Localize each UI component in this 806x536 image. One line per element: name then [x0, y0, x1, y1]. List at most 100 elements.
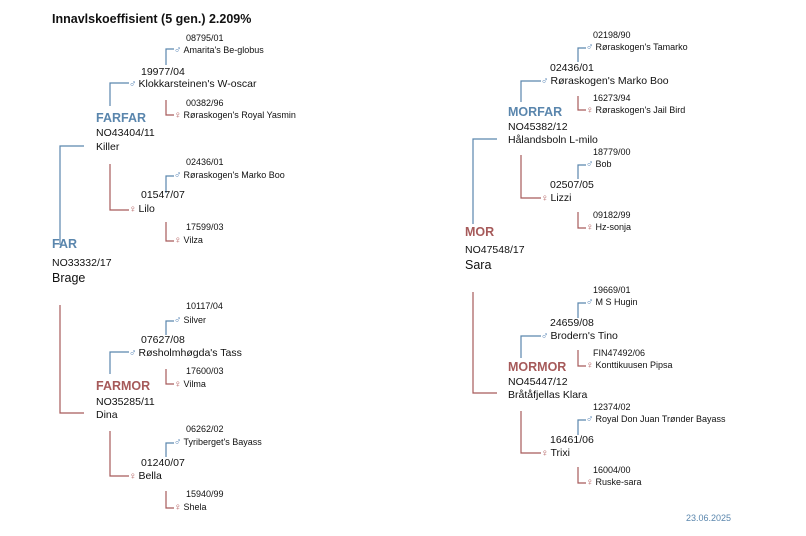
page-title: Innavlskoeffisient (5 gen.) 2.209% [52, 12, 252, 26]
farmor-sire: ♂ Røsholmhøgda's Tass [129, 347, 242, 359]
farmor-dam-sire-reg: 06262/02 [186, 424, 224, 434]
male-symbol-icon: ♂ [586, 159, 594, 170]
farmor-sire-dam: ♀ Vilma [174, 379, 206, 390]
morfar-to-sire-line [520, 80, 541, 102]
male-symbol-icon: ♂ [174, 45, 182, 56]
farfar-sire-reg: 19977/04 [141, 66, 185, 78]
mormor-to-sire-line [520, 335, 541, 358]
farfar-dam-dam: ♀ Vilza [174, 235, 203, 246]
mor-reg-number: NO47548/17 [465, 244, 525, 256]
mormor-reg-number: NO45447/12 [508, 376, 568, 388]
farfar-to-dam-line [109, 164, 129, 211]
far-reg-number: NO33332/17 [52, 257, 112, 269]
farmor-dam-sire: ♂ Tyriberget's Bayass [174, 437, 262, 448]
farmor-name: Dina [96, 409, 118, 421]
mormor-dam-reg: 16461/06 [550, 434, 594, 446]
morfar-name: Hålandsboln L-milo [508, 134, 598, 146]
morfar-dam-sire-reg: 18779/00 [593, 147, 631, 157]
farfar-dam-sire-reg: 02436/01 [186, 157, 224, 167]
farmor-to-sire-line [109, 351, 129, 374]
morfar-sire-dam: ♀ Røraskogen's Jail Bird [586, 105, 686, 116]
morfar-sire: ♂ Røraskogen's Marko Boo [541, 75, 669, 87]
female-symbol-icon: ♀ [174, 379, 182, 390]
mormor-dam: ♀ Trixi [541, 447, 570, 459]
farmor-sire-dam-reg: 17600/03 [186, 366, 224, 376]
morfar-role-label: MORFAR [508, 105, 563, 119]
farmor-sire-sire-reg: 10117/04 [186, 301, 223, 311]
morfar-sire-dam-reg: 16273/94 [593, 93, 631, 103]
mormor-sire-sire: ♂ M S Hugin [586, 297, 638, 308]
morfar-to-dam-line [520, 155, 541, 199]
morfar-dam-reg: 02507/05 [550, 179, 594, 191]
female-symbol-icon: ♀ [586, 477, 594, 488]
mor-role-label: MOR [465, 225, 495, 239]
farmor-dam-dam-reg: 15940/99 [186, 489, 224, 499]
female-symbol-icon: ♀ [174, 235, 182, 246]
farfar-dam-dam-reg: 17599/03 [186, 222, 224, 232]
farfar-reg-number: NO43404/11 [96, 127, 155, 139]
morfar-dam-dam: ♀ Hz-sonja [586, 222, 632, 233]
farmor-role-label: FARMOR [96, 379, 151, 393]
mormor-sire-sire-reg: 19669/01 [593, 285, 631, 295]
morfar-sire-sire-reg: 02198/90 [593, 30, 631, 40]
mormor-dam-dam: ♀ Ruske-sara [586, 477, 642, 488]
male-symbol-icon: ♂ [174, 315, 182, 326]
farfar-to-sire-line [109, 82, 129, 106]
far-role-label: FAR [52, 237, 77, 251]
farfar-sire: ♂ Klokkarsteinen's W-oscar [129, 78, 257, 90]
mormor-name: Bråtåfjellas Klara [508, 389, 588, 401]
farfar-sire-sire-reg: 08795/01 [186, 33, 224, 43]
farfar-name: Killer [96, 141, 120, 153]
female-symbol-icon: ♀ [174, 110, 182, 121]
mormor-sire-reg: 24659/08 [550, 317, 594, 329]
male-symbol-icon: ♂ [586, 297, 594, 308]
farfar-role-label: FARFAR [96, 111, 146, 125]
female-symbol-icon: ♀ [129, 204, 137, 215]
farmor-to-dam-line [109, 431, 129, 477]
farfar-dam: ♀ Lilo [129, 203, 155, 215]
print-date: 23.06.2025 [686, 513, 732, 523]
female-symbol-icon: ♀ [129, 471, 137, 482]
farmor-sire-sire: ♂ Silver [174, 315, 207, 326]
morfar-reg-number: NO45382/12 [508, 121, 568, 133]
male-symbol-icon: ♂ [129, 348, 137, 359]
mormor-dam-sire-reg: 12374/02 [593, 402, 631, 412]
farmor-dam: ♀ Bella [129, 470, 162, 482]
female-symbol-icon: ♀ [586, 222, 594, 233]
male-symbol-icon: ♂ [174, 437, 182, 448]
female-symbol-icon: ♀ [586, 105, 594, 116]
mor-name: Sara [465, 258, 492, 272]
far-to-farmor-line [59, 305, 84, 414]
morfar-dam-sire: ♂ Bob [586, 159, 612, 170]
mor-to-morfar-line [472, 138, 497, 224]
mormor-sire: ♂ Brodern's Tino [541, 330, 618, 342]
male-symbol-icon: ♂ [174, 170, 182, 181]
farmor-dam-reg: 01240/07 [141, 457, 185, 469]
female-symbol-icon: ♀ [586, 360, 594, 371]
mor-to-mormor-line [472, 292, 497, 394]
male-symbol-icon: ♂ [541, 331, 549, 342]
farfar-dam-sire: ♂ Røraskogen's Marko Boo [174, 170, 285, 181]
mormor-dam-sire: ♂ Royal Don Juan Trønder Bayass [586, 414, 726, 425]
far-to-farfar-line [59, 145, 84, 245]
mormor-to-dam-line [520, 411, 541, 454]
morfar-dam: ♀ Lizzi [541, 192, 572, 204]
farfar-sire-sire: ♂ Amarita's Be-globus [174, 45, 264, 56]
mormor-sire-dam: ♀ Konttikuusen Pipsa [586, 360, 673, 371]
female-symbol-icon: ♀ [541, 448, 549, 459]
farfar-sire-dam: ♀ Røraskogen's Royal Yasmin [174, 110, 296, 121]
morfar-sire-reg: 02436/01 [550, 62, 594, 74]
mormor-sire-dam-reg: FIN47492/06 [593, 348, 646, 358]
farmor-reg-number: NO35285/11 [96, 396, 155, 408]
morfar-sire-sire: ♂ Røraskogen's Tamarko [586, 42, 688, 53]
male-symbol-icon: ♂ [586, 42, 594, 53]
farfar-sire-dam-reg: 00382/96 [186, 98, 224, 108]
farmor-sire-reg: 07627/08 [141, 334, 185, 346]
male-symbol-icon: ♂ [586, 414, 594, 425]
morfar-dam-dam-reg: 09182/99 [593, 210, 631, 220]
male-symbol-icon: ♂ [129, 79, 137, 90]
far-name: Brage [52, 271, 86, 285]
mormor-dam-dam-reg: 16004/00 [593, 465, 631, 475]
farfar-dam-reg: 01547/07 [141, 189, 185, 201]
